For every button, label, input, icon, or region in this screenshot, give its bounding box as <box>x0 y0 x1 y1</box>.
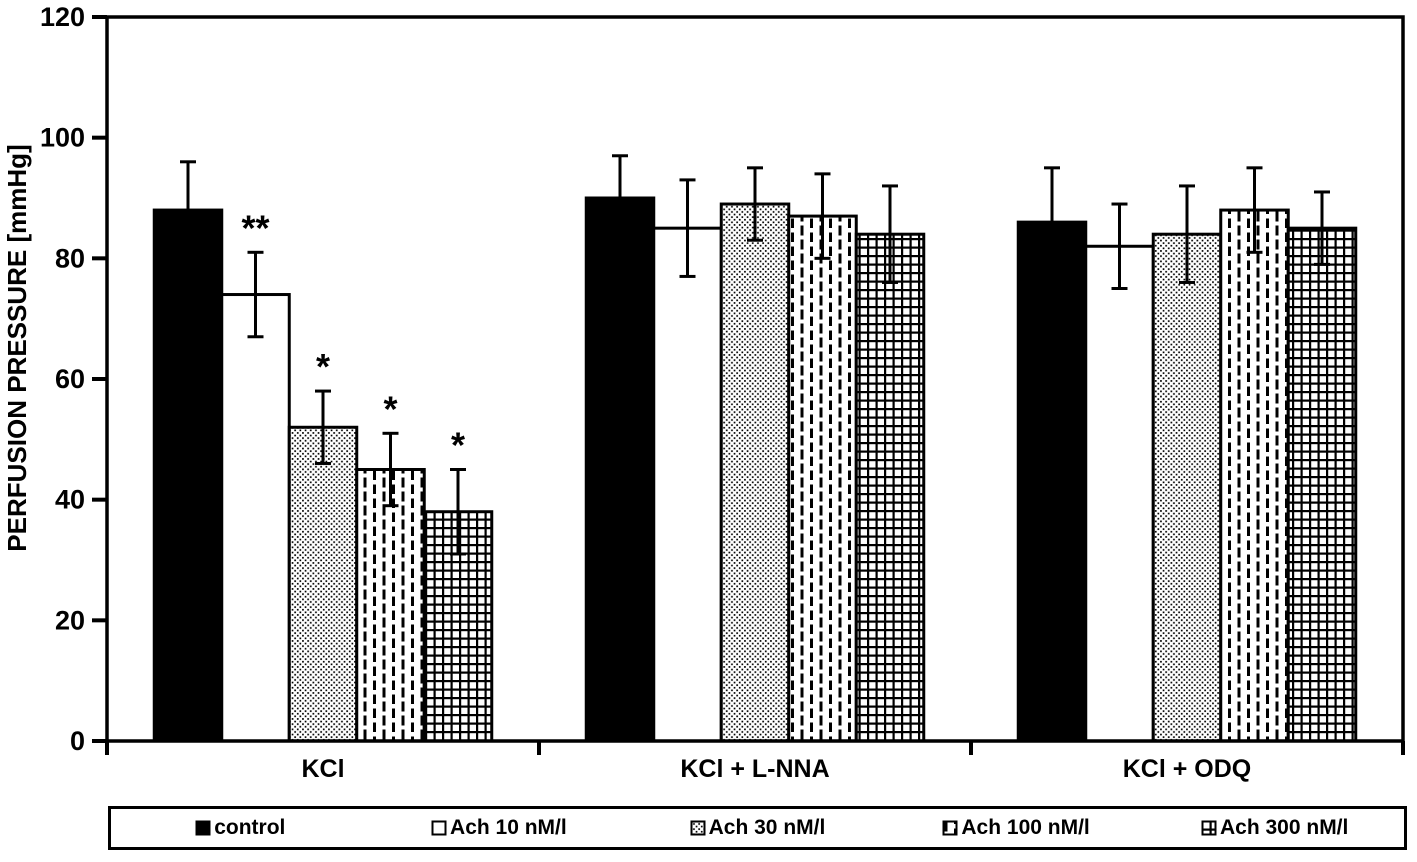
legend-swatch-grid-icon <box>1201 820 1217 836</box>
category-label-kcl-odq: KCl + ODQ <box>1123 755 1252 783</box>
bar-ach-10-nm-l-kcl-l-nna <box>652 226 723 743</box>
significance-marker: * <box>451 425 465 466</box>
bar-control-kcl-odq <box>1016 220 1088 743</box>
bar-ach-30-nm-l-kcl-l-nna <box>719 202 791 743</box>
legend-label: Ach 300 nM/l <box>1219 816 1349 839</box>
legend-label: control <box>214 816 286 839</box>
y-tick-label-0: 0 <box>70 726 85 756</box>
error-bar-ach-300-nm-l-kcl-odq <box>1314 190 1330 266</box>
legend-label: Ach 100 nM/l <box>961 816 1090 839</box>
legend-swatch-rect <box>195 820 211 836</box>
bar-control-kcl <box>152 208 224 743</box>
legend-swatch-white-icon <box>431 820 447 836</box>
error-bar-ach-100-nm-l-kcl-odq <box>1246 166 1263 254</box>
legend-item-control: control <box>111 816 370 840</box>
y-tick-label-60: 60 <box>55 364 85 394</box>
bar-ach-10-nm-l-kcl-odq <box>1084 244 1155 743</box>
error-bar-ach-10-nm-l-kcl-odq <box>1111 202 1128 290</box>
bar-ach-30-nm-l-kcl-odq <box>1151 232 1223 743</box>
error-bar-ach-10-nm-l-kcl-l-nna <box>679 178 696 278</box>
significance-marker: * <box>383 388 397 429</box>
legend-swatch-dots-icon <box>690 820 706 836</box>
legend-swatch-solid-black-icon <box>195 820 211 836</box>
significance-marker: * <box>316 346 330 387</box>
category-label-kcl-l-nna: KCl + L-NNA <box>680 755 829 783</box>
error-bar-ach-100-nm-l-kcl <box>382 431 399 508</box>
significance-marker: ** <box>241 207 269 248</box>
legend-swatch-rect <box>1201 820 1217 836</box>
legend-item-ach-300-nm-l: Ach 300 nM/l <box>1145 816 1404 840</box>
bar-ach-100-nm-l-kcl-l-nna <box>787 214 858 743</box>
error-bar-control-kcl-odq <box>1044 166 1060 278</box>
bar-ach-300-nm-l-kcl-odq <box>1286 226 1358 743</box>
legend-swatch-rect <box>942 820 958 836</box>
legend-item-ach-10-nm-l: Ach 10 nM/l <box>370 816 629 840</box>
category-label-kcl: KCl <box>301 755 344 783</box>
legend: control Ach 10 nM/l Ach 30 nM/l Ach 100 nM/… <box>108 806 1407 850</box>
error-bar-control-kcl <box>180 160 196 260</box>
error-bar-ach-10-nm-l-kcl <box>247 250 264 339</box>
error-bar-control-kcl-l-nna <box>612 154 628 242</box>
y-tick-label-20: 20 <box>55 605 85 635</box>
error-bar-ach-30-nm-l-kcl-l-nna <box>747 166 763 242</box>
legend-item-ach-100-nm-l: Ach 100 nM/l <box>887 816 1146 840</box>
perfusion-pressure-bar-chart: PERFUSION PRESSURE [mmHg] *****020406080… <box>2 2 1405 783</box>
legend-swatch-rect <box>690 820 706 836</box>
y-tick-label-80: 80 <box>55 243 85 273</box>
error-bar-ach-300-nm-l-kcl-l-nna <box>882 184 898 284</box>
bar-ach-100-nm-l-kcl <box>355 468 426 743</box>
legend-item-ach-30-nm-l: Ach 30 nM/l <box>628 816 887 840</box>
error-bar-ach-30-nm-l-kcl <box>315 389 331 465</box>
legend-label: Ach 30 nM/l <box>708 816 826 839</box>
bar-ach-10-nm-l-kcl <box>220 293 291 743</box>
y-tick-label-120: 120 <box>40 2 85 32</box>
legend-swatch-vertical-dashes-icon <box>942 820 958 836</box>
plot-border <box>105 15 1405 743</box>
legend-label: Ach 10 nM/l <box>450 816 567 839</box>
bar-control-kcl-l-nna <box>584 196 656 743</box>
legend-swatch-rect <box>431 820 447 836</box>
bar-ach-300-nm-l-kcl-l-nna <box>854 232 926 743</box>
y-axis-title: PERFUSION PRESSURE [mmHg] <box>2 144 32 551</box>
y-tick-label-100: 100 <box>40 123 85 153</box>
y-tick-label-40: 40 <box>55 485 85 515</box>
bar-ach-30-nm-l-kcl <box>287 425 359 743</box>
error-bar-ach-300-nm-l-kcl <box>450 468 466 556</box>
error-bar-ach-30-nm-l-kcl-odq <box>1179 184 1195 284</box>
error-bar-ach-100-nm-l-kcl-l-nna <box>814 172 831 260</box>
bar-ach-100-nm-l-kcl-odq <box>1219 208 1290 743</box>
